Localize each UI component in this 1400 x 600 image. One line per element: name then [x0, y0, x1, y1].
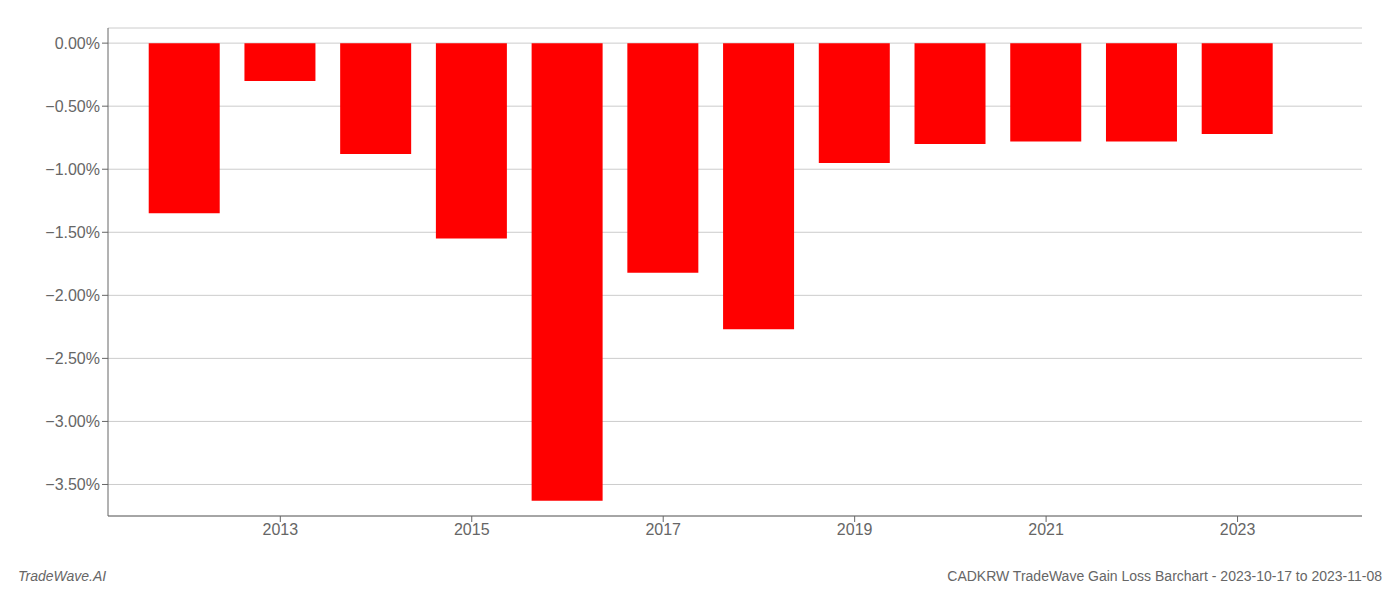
svg-text:−1.00%: −1.00% — [45, 161, 100, 178]
svg-text:−2.00%: −2.00% — [45, 287, 100, 304]
svg-text:2013: 2013 — [263, 521, 299, 538]
svg-text:−0.50%: −0.50% — [45, 98, 100, 115]
svg-text:−3.50%: −3.50% — [45, 476, 100, 493]
svg-text:2021: 2021 — [1028, 521, 1064, 538]
html-text:TradeWave.AI: TradeWave.AI — [18, 568, 107, 584]
svg-text:−3.00%: −3.00% — [45, 413, 100, 430]
svg-text:2015: 2015 — [454, 521, 490, 538]
svg-text:0.00%: 0.00% — [55, 35, 100, 52]
svg-text:2023: 2023 — [1220, 521, 1256, 538]
svg-text:2017: 2017 — [645, 521, 681, 538]
svg-text:−2.50%: −2.50% — [45, 350, 100, 367]
html-text:CADKRW TradeWave Gain Loss Bar: CADKRW TradeWave Gain Loss Barchart - 20… — [947, 568, 1382, 584]
svg-text:2019: 2019 — [837, 521, 873, 538]
svg-text:−1.50%: −1.50% — [45, 224, 100, 241]
